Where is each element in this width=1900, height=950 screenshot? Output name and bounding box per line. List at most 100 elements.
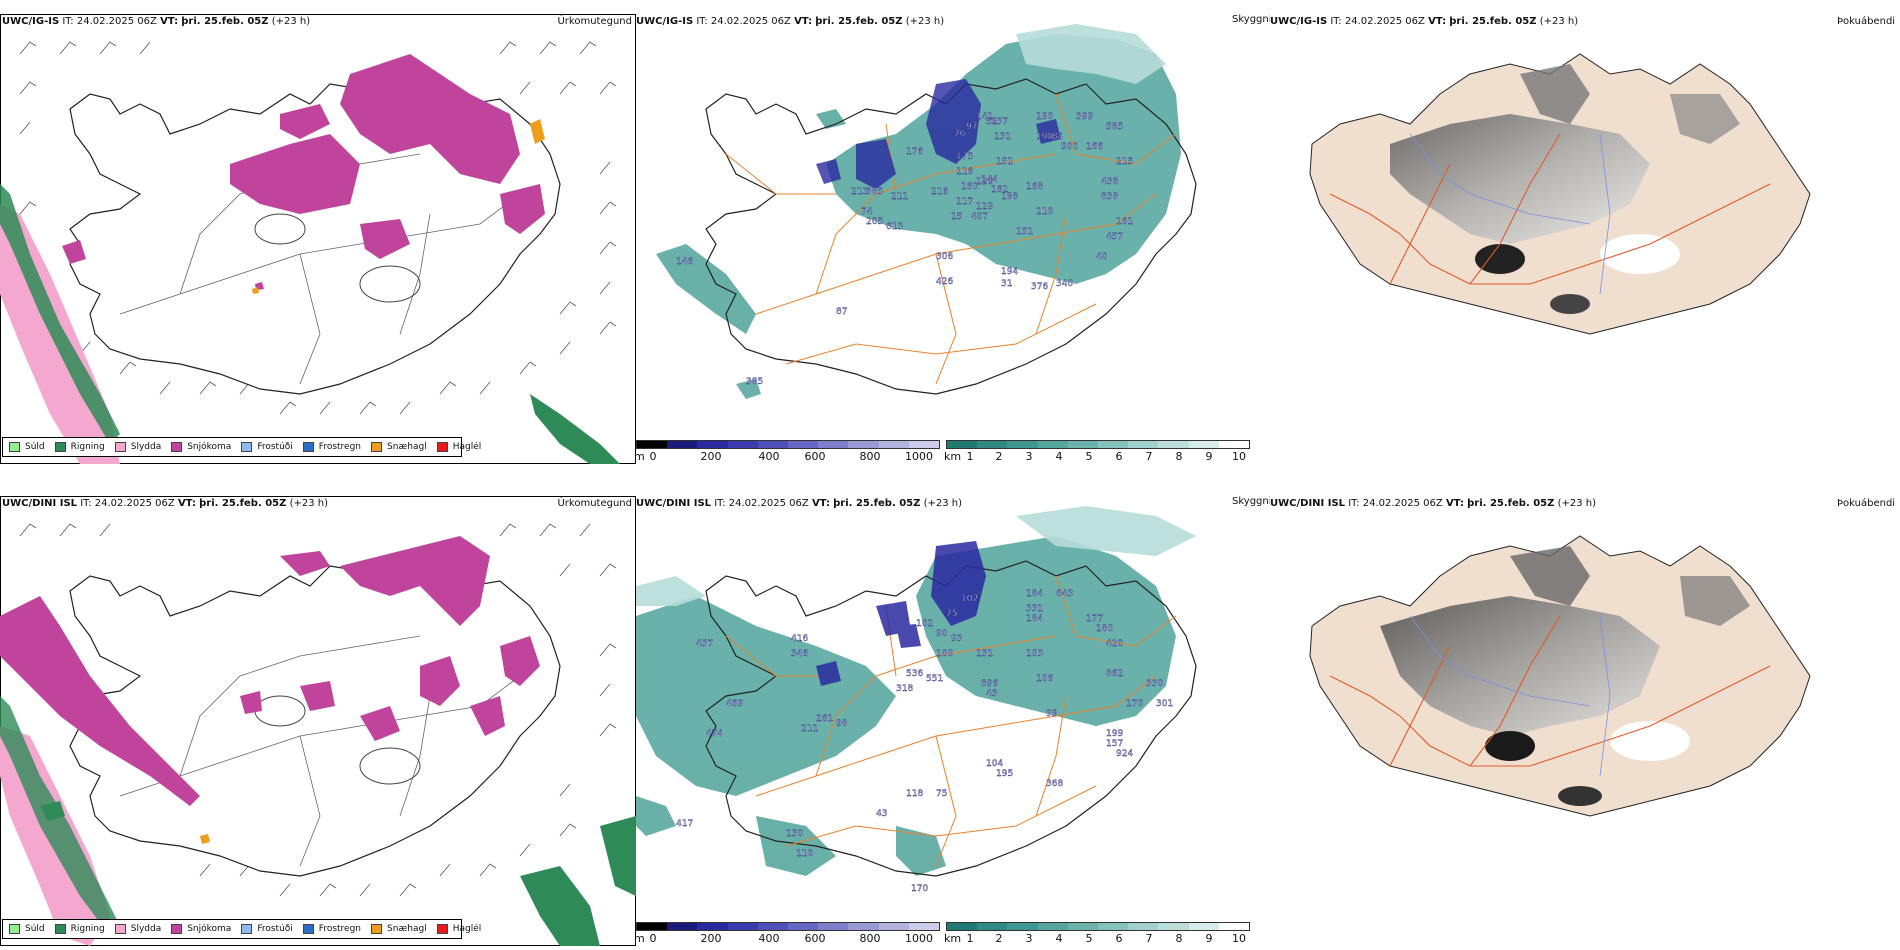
vt-value: þri. 25.feb. 05Z	[199, 498, 287, 509]
precip-type-panel-top: UWC/IG-IS IT: 24.02.2025 06Z VT: þri. 25…	[0, 14, 636, 464]
legend-item: Rigning	[54, 924, 105, 934]
tick-label: 9	[1205, 450, 1213, 463]
cloud-base-value-label: 116	[956, 167, 973, 177]
visibility-panel-bottom: 437 469 474 416 346 102 90 93 100 131 896 43 75 102 31…	[634, 496, 1326, 946]
cloud-base-value-label: 75	[946, 609, 957, 619]
legend-swatch	[302, 924, 314, 934]
tick-label: 5	[1085, 932, 1093, 945]
cloud-base-colorbar: m 0 200 400 600 800 1000	[634, 922, 940, 946]
visibility-panel-title: UWC/IG-IS IT: 24.02.2025 06Z VT: þri. 25…	[636, 16, 944, 27]
colorbar-unit: km	[944, 450, 962, 463]
model-name: UWC/DINI ISL	[2, 498, 78, 509]
fog-panel-title: UWC/IG-IS IT: 24.02.2025 06Z VT: þri. 25…	[1270, 16, 1578, 27]
it-label: IT:	[696, 16, 708, 27]
cloud-base-value-label: 118	[906, 789, 923, 799]
cloud-base-value-label: 190	[1036, 112, 1053, 122]
cloud-base-value-label: 131	[976, 649, 993, 659]
colorbar-cell	[788, 441, 819, 448]
cloud-base-value-label: 15	[951, 212, 962, 222]
lead-time: (+23 h)	[905, 16, 945, 27]
cloud-base-value-label: 74	[861, 207, 873, 217]
cloud-base-value-label: 130	[786, 829, 803, 839]
colorbar-cell	[1067, 923, 1099, 930]
it-label: IT:	[1348, 498, 1360, 509]
colorbar-cell	[848, 923, 879, 930]
cloud-base-value-label: 177	[1086, 614, 1103, 624]
cloud-base-value-label: 184	[1026, 589, 1043, 599]
colorbar-cell	[878, 923, 909, 930]
it-value: 24.02.2025 06Z	[94, 498, 175, 509]
cloud-base-value-label: 40	[1096, 252, 1108, 262]
legend-swatch	[171, 924, 183, 934]
colorbar-unit: m	[634, 450, 645, 463]
legend-label: Frostregn	[318, 442, 362, 452]
tick-label: 600	[804, 450, 826, 463]
cloud-base-value-label: 168	[1026, 182, 1043, 192]
visibility-colorbar: km 1 2 3 4 5 6 7 8 9 10	[944, 440, 1250, 464]
cloud-base-value-label: 457	[1106, 232, 1123, 242]
legend-swatch	[9, 442, 20, 452]
precip-legend: Súld Rigning Slydda Snjókoma Frostúði Fr…	[2, 919, 481, 939]
cloud-base-value-label: 474	[706, 729, 723, 739]
colorbar-ticks: 1 2 3 4 5 6 7 8 9 10	[946, 932, 1250, 946]
legend-label: Haglél	[452, 442, 482, 452]
cloud-base-value-label: 31	[1001, 279, 1012, 289]
cloud-base-value-label: 97	[966, 122, 977, 132]
model-name: UWC/IG-IS	[636, 16, 694, 27]
cloud-base-value-label: 399	[1076, 112, 1093, 122]
vt-label: VT:	[794, 16, 813, 27]
tick-label: 10	[1232, 450, 1246, 463]
cloud-base-value-label: 110	[796, 849, 813, 859]
tick-label: 7	[1145, 932, 1153, 945]
cloud-base-value-label: 385	[746, 377, 763, 387]
cloud-base-value-label: 199	[1036, 132, 1053, 142]
cloud-base-value-label: 205	[866, 217, 883, 227]
cloud-base-value-label: 131	[994, 132, 1011, 142]
panel-name-fog: Þokuábendi	[1837, 16, 1896, 27]
cloud-base-value-label: 368	[1046, 779, 1063, 789]
legend-item: Snæhagl	[371, 442, 427, 452]
cloud-base-value-label: 162	[991, 185, 1008, 195]
cloud-base-value-label: 161	[1116, 217, 1133, 227]
colorbar-cell	[697, 923, 728, 930]
colorbar-ticks: 1 2 3 4 5 6 7 8 9 10	[946, 450, 1250, 464]
legend-item: Snæhagl	[371, 924, 427, 934]
cloud-base-value-label: 102	[961, 594, 978, 604]
colorbar-cell	[667, 441, 698, 448]
legend-label: Súld	[25, 924, 45, 934]
it-value: 24.02.2025 06Z	[1362, 498, 1443, 509]
precip-map-top	[0, 41, 620, 464]
panel-name-visibility: Skyggni	[1232, 14, 1272, 25]
precip-type-panel-bottom: UWC/DINI ISL IT: 24.02.2025 06Z VT: þri.…	[0, 496, 636, 946]
cloud-base-value-label: 100	[936, 649, 953, 659]
cloud-base-value-label: 613	[886, 222, 903, 232]
legend-label: Snæhagl	[387, 442, 427, 452]
lead-time: (+23 h)	[1539, 16, 1579, 27]
legend-swatch	[54, 924, 66, 934]
cloud-base-value-label: 216	[931, 187, 948, 197]
tick-label: 1	[966, 932, 974, 945]
cloud-base-value-label: 407	[971, 212, 988, 222]
cloud-base-value-label: 50	[986, 117, 998, 127]
legend-item: Rigning	[54, 442, 105, 452]
colorbar-ticks: 0 200 400 600 800 1000	[636, 932, 940, 946]
cloud-base-value-label: 180	[1096, 624, 1113, 634]
it-value: 24.02.2025 06Z	[728, 498, 809, 509]
cloud-base-value-label: 210	[1036, 207, 1053, 217]
lead-time: (+23 h)	[923, 498, 963, 509]
legend-swatch	[9, 924, 20, 934]
cloud-base-value-label: 126	[976, 177, 993, 187]
legend-swatch	[436, 442, 448, 452]
cloud-base-value-label: 76	[954, 129, 966, 139]
colorbar-cell	[1007, 441, 1038, 448]
colorbar-cell	[727, 441, 758, 448]
cloud-base-value-label: 346	[791, 649, 808, 659]
tick-label: 2	[995, 450, 1003, 463]
legend-swatch	[114, 442, 126, 452]
colorbar-cell	[977, 923, 1008, 930]
colorbar-cell	[818, 923, 849, 930]
it-label: IT:	[80, 498, 92, 509]
panel-name-precip: Úrkomutegund	[557, 16, 632, 27]
panel-name-fog: Þokuábendi	[1837, 498, 1896, 509]
cloud-base-value-label: 237	[991, 117, 1008, 127]
